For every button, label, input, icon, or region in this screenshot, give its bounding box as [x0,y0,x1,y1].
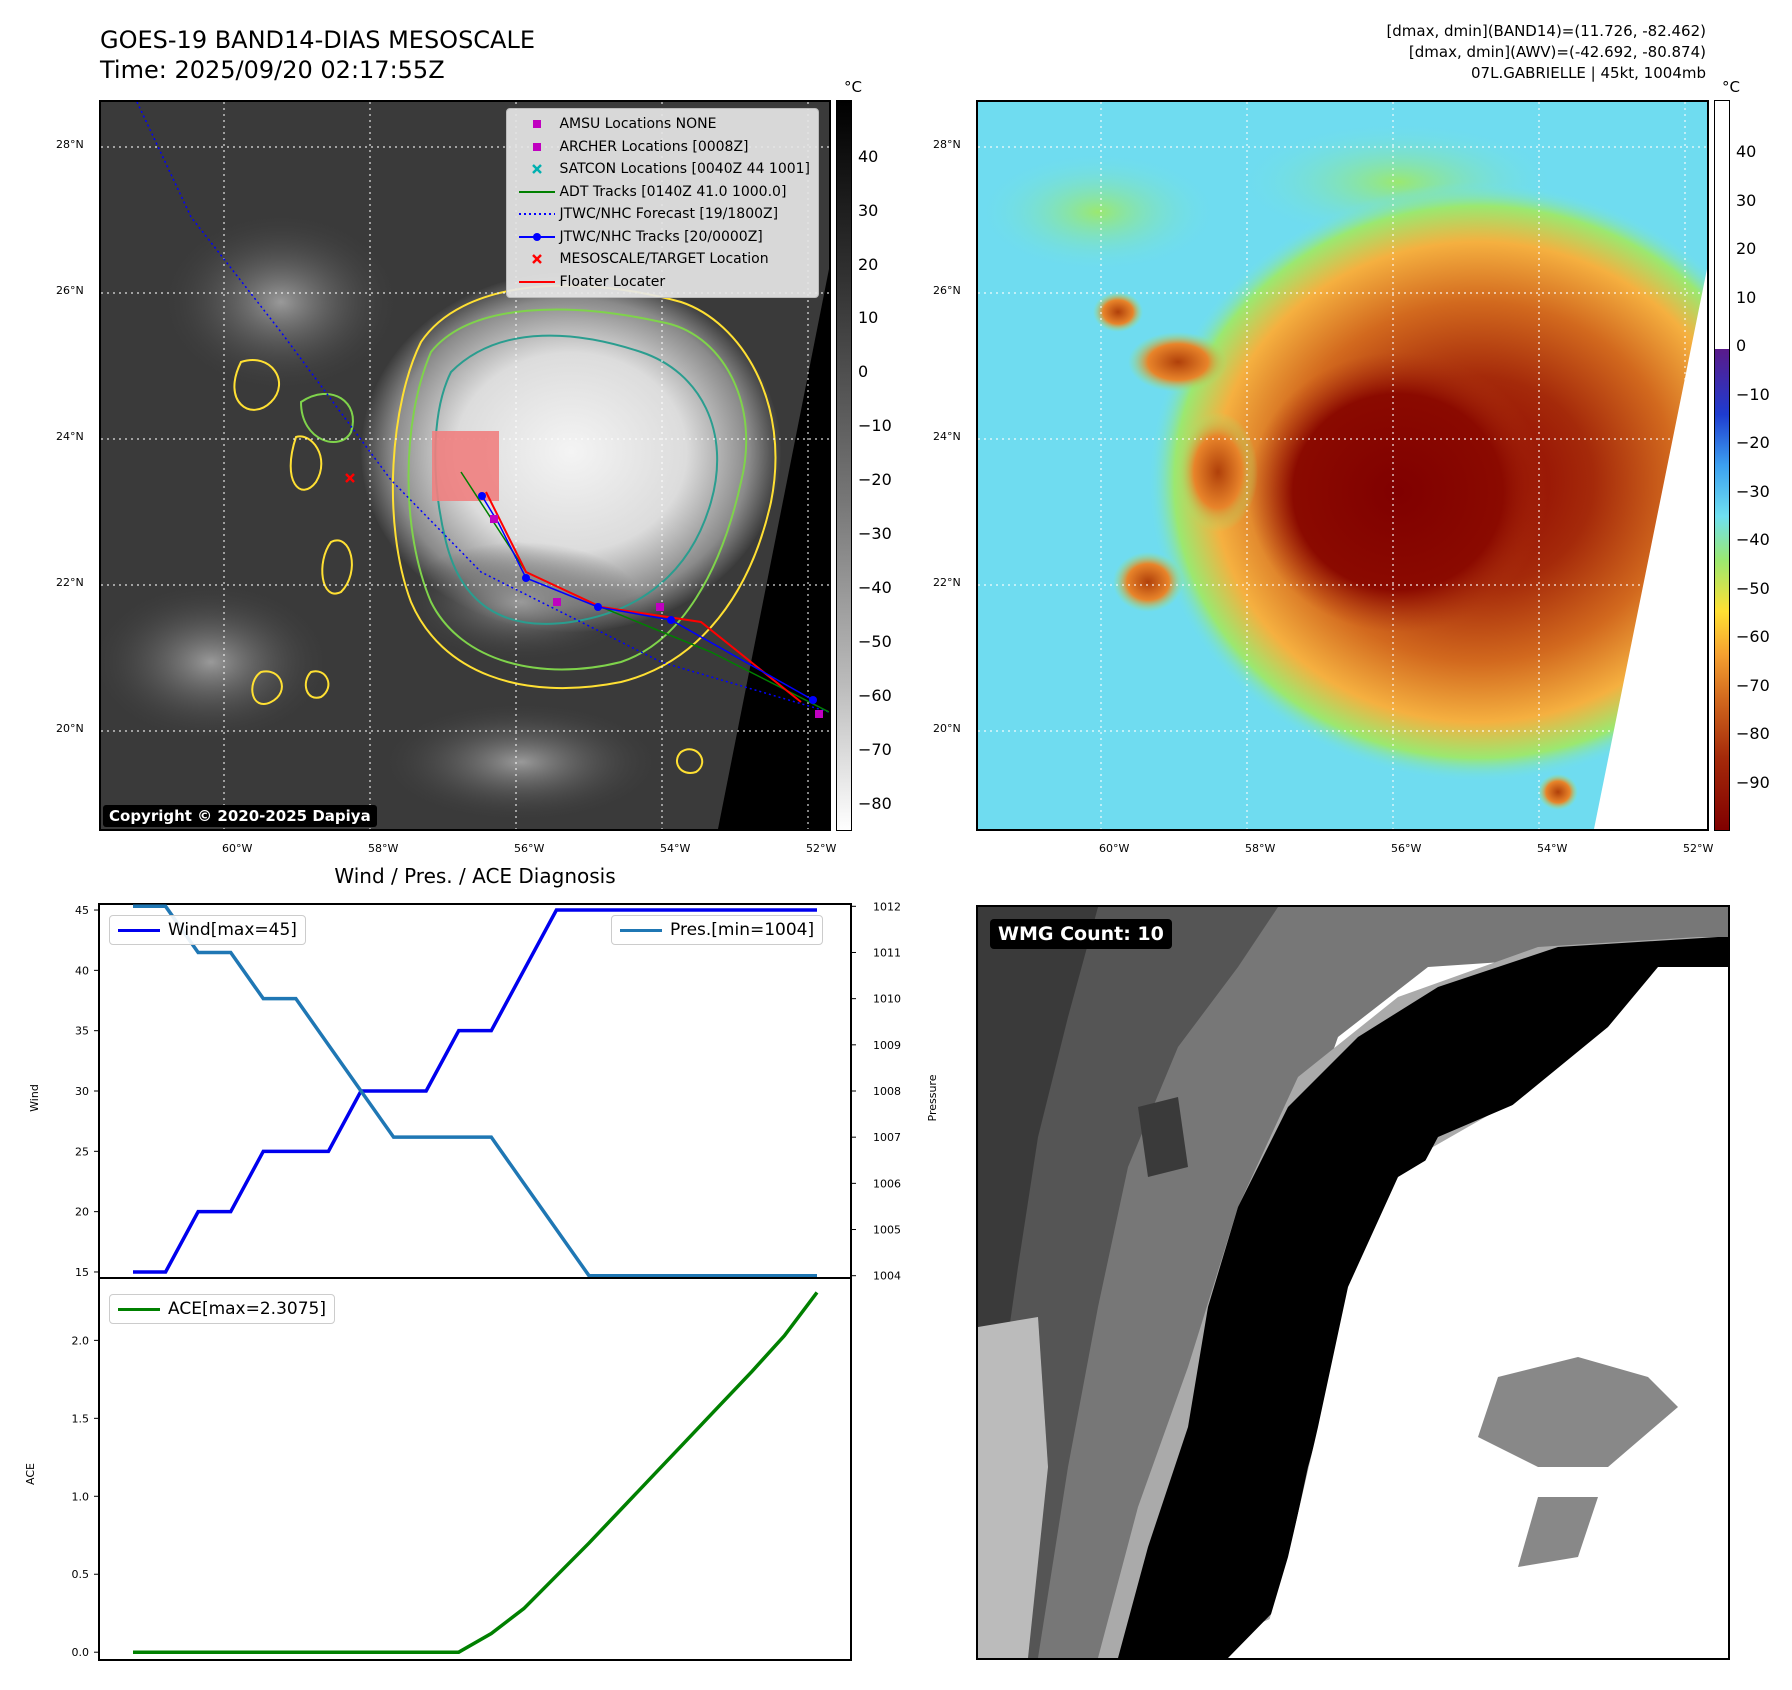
x-marker-icon [515,161,559,177]
y-tick-label: 30 [75,1085,89,1098]
y-tick-label: 40 [75,964,89,977]
plot-frame [98,903,852,1279]
y-tick-label: 20 [75,1206,89,1219]
plot-frame [98,1277,852,1661]
awv-colorbar [1714,100,1730,831]
y-tick-label: 25 [75,1145,89,1158]
y2-tick-label: 1005 [873,1224,901,1237]
y-tick-label: 35 [75,1025,89,1038]
y-tick-label: 2.0 [72,1334,90,1347]
lon-tick: 54°W [660,842,691,855]
lon-tick: 58°W [368,842,399,855]
line-icon [515,184,559,200]
y-tick-label: 0.5 [72,1568,90,1581]
map-legend: AMSU Locations NONE ARCHER Locations [00… [506,108,819,298]
y-tick-label: 1.0 [72,1490,90,1503]
copyright-label: Copyright © 2020-2025 Dapiya [103,805,377,827]
pressure-series-line [133,904,817,1278]
y2-tick-label: 1011 [873,946,901,959]
legend-item-amsu: AMSU Locations NONE [515,113,810,136]
lon-tick: 52°W [806,842,837,855]
lat-tick: 28°N [56,138,84,151]
lon-tick: 56°W [514,842,545,855]
line-icon [118,1307,160,1311]
right-colorbar-ticks: 40 30 20 10 0 −10 −20 −30 −40 −50 −60 −7… [1736,142,1770,792]
y2-tick-label: 1009 [873,1039,901,1052]
y2-tick-label: 1006 [873,1177,901,1190]
y2-tick-label: 1004 [873,1270,901,1283]
lat-tick: 26°N [933,284,961,297]
band14-colorbar [836,100,852,831]
wmg-panel: WMG Count: 10 [976,905,1730,1660]
dotted-line-icon [515,206,559,222]
lat-tick: 26°N [56,284,84,297]
lat-tick: 22°N [933,576,961,589]
legend-item-floater: Floater Locater [515,271,810,294]
line-dot-icon [515,229,559,245]
y2-tick-label: 1007 [873,1131,901,1144]
lat-tick: 22°N [56,576,84,589]
left-colorbar-ticks: 40 30 20 10 0 −10 −20 −30 −40 −50 −60 −7… [858,147,892,813]
lon-tick: 56°W [1391,842,1422,855]
wind-axis-label: Wind [28,1084,41,1112]
legend-item-tracks: JTWC/NHC Tracks [20/0000Z] [515,226,810,249]
awv-map-panel [976,100,1709,831]
storm-info: 07L.GABRIELLE | 45kt, 1004mb [1471,64,1706,82]
band14-range: [dmax, dmin](BAND14)=(11.726, -82.462) [1386,22,1706,40]
lat-tick: 20°N [933,722,961,735]
chart-title: GOES-19 BAND14-DIAS MESOSCALE [100,26,536,54]
chart-time: Time: 2025/09/20 02:17:55Z [100,56,445,84]
lat-tick: 24°N [56,430,84,443]
awv-range: [dmax, dmin](AWV)=(-42.692, -80.874) [1408,43,1706,61]
legend-item-adt: ADT Tracks [0140Z 41.0 1000.0] [515,181,810,204]
wind-series-line [133,908,817,1274]
ace-axis-label: ACE [24,1463,37,1485]
square-marker-icon [515,116,559,132]
ace-series-line [133,1291,819,1654]
diagnosis-title: Wind / Pres. / ACE Diagnosis [334,864,616,888]
y-tick-label: 45 [75,904,89,917]
legend-item-forecast: JTWC/NHC Forecast [19/1800Z] [515,203,810,226]
wmg-count-badge: WMG Count: 10 [990,919,1172,949]
lon-tick: 60°W [1099,842,1130,855]
wind-legend: Wind[max=45] [109,915,306,945]
colorbar-unit: °C [844,78,862,96]
lon-tick: 60°W [222,842,253,855]
line-icon [620,928,662,932]
y-tick-label: 1.5 [72,1412,90,1425]
ace-legend: ACE[max=2.3075] [109,1294,335,1324]
y2-tick-label: 1008 [873,1085,901,1098]
y2-tick-label: 1010 [873,993,901,1006]
legend-item-satcon: SATCON Locations [0040Z 44 1001] [515,158,810,181]
y2-tick-label: 1012 [873,900,901,913]
legend-item-archer: ARCHER Locations [0008Z] [515,136,810,159]
lat-tick: 24°N [933,430,961,443]
lat-tick: 28°N [933,138,961,151]
lat-tick: 20°N [56,722,84,735]
colorbar-unit: °C [1722,78,1740,96]
lon-tick: 58°W [1245,842,1276,855]
awv-map-image [978,102,1707,829]
y-tick-label: 0.0 [72,1646,90,1659]
pressure-legend: Pres.[min=1004] [611,915,824,945]
x-marker-icon [515,251,559,267]
line-icon [118,928,160,932]
ace-plot: 0.0 0.5 1.0 1.5 2.0 [72,1277,852,1661]
diagnosis-chart: 15 20 25 30 35 40 45 1004 1005 1006 1007 1008 1009 10… [24,900,939,1661]
wind-pressure-plot: 15 20 25 30 35 40 45 1004 1005 1006 1007 1008 1009 10… [75,900,901,1282]
wmg-image [978,907,1728,1658]
lon-tick: 54°W [1537,842,1568,855]
square-marker-icon [515,139,559,155]
lon-tick: 52°W [1683,842,1714,855]
legend-item-target: MESOSCALE/TARGET Location [515,248,810,271]
ir-map-panel: AMSU Locations NONE ARCHER Locations [00… [99,100,831,831]
y-tick-label: 15 [75,1266,89,1279]
line-icon [515,274,559,290]
pressure-axis-label: Pressure [926,1074,939,1121]
